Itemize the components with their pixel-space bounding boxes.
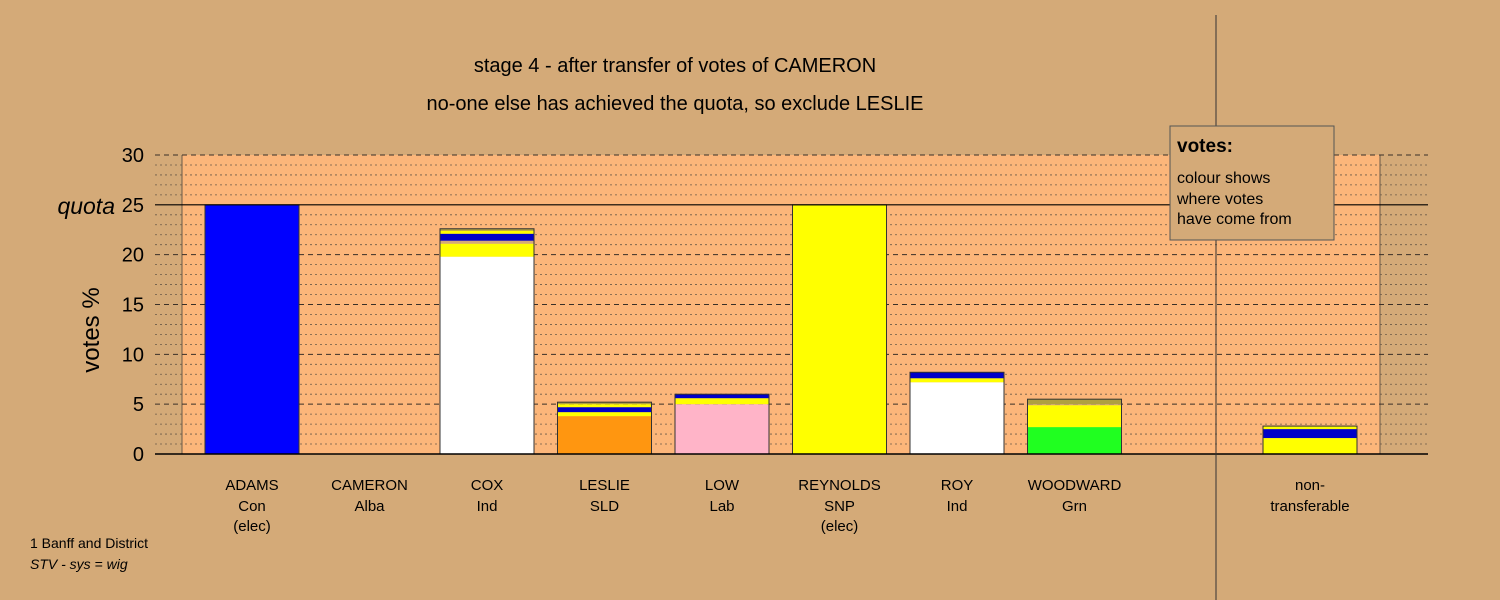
y-tick-label: 5 (133, 394, 144, 416)
bar-segment (557, 407, 652, 413)
footer-system: STV - sys = wig (30, 556, 128, 572)
candidate-party: Alba (354, 498, 385, 515)
bar-segment (910, 382, 1004, 454)
bar-segment (440, 243, 534, 257)
candidate-name: ADAMS (225, 477, 278, 494)
candidate-name: COX (471, 477, 504, 494)
legend-line-2: where votes (1176, 191, 1263, 208)
y-tick-label: 20 (122, 245, 144, 267)
bar-segment (1263, 438, 1357, 454)
candidate-party: Ind (947, 498, 968, 515)
candidate-name: WOODWARD (1028, 477, 1122, 494)
bar-segment (440, 256, 534, 454)
y-axis-label: votes % (78, 287, 105, 372)
nontransferable-label-1: non- (1295, 477, 1325, 494)
bar-leslie (557, 401, 652, 455)
candidate-party: Grn (1062, 498, 1087, 515)
candidate-party: Con (238, 498, 266, 515)
candidate-party: Ind (477, 498, 498, 515)
bar-segment (557, 412, 652, 417)
bar-reynolds (792, 204, 887, 455)
chart-subtitle: no-one else has achieved the quota, so e… (426, 93, 923, 115)
bar-segment (1027, 405, 1122, 428)
bar-low (674, 393, 770, 455)
quota-label: quota (57, 193, 115, 219)
y-tick-label: 15 (122, 295, 144, 317)
bar-segment (910, 372, 1004, 379)
legend-line-3: have come from (1177, 211, 1292, 228)
bar-segment (440, 233, 534, 241)
bar-segment (557, 402, 652, 405)
legend-line-1: colour shows (1177, 170, 1270, 187)
y-tick-label: 0 (133, 444, 144, 466)
candidate-party: Lab (709, 498, 734, 515)
y-tick-label: 10 (122, 344, 144, 366)
chart-title: stage 4 - after transfer of votes of CAM… (474, 55, 876, 77)
y-tick-label: 30 (122, 145, 144, 167)
bar-segment (675, 394, 769, 399)
bar-segment (1027, 427, 1122, 454)
bar-roy (909, 371, 1005, 455)
candidate-name: LOW (705, 477, 740, 494)
candidate-name: LESLIE (579, 477, 630, 494)
footer-ward: 1 Banff and District (30, 535, 149, 551)
bar-woodward (1027, 398, 1122, 455)
bar-adams (204, 204, 300, 455)
bar-segment (675, 398, 769, 405)
bar-segment (1263, 426, 1357, 430)
candidate-name: CAMERON (331, 477, 408, 494)
bar-segment (1027, 399, 1122, 405)
candidate-name: REYNOLDS (798, 477, 881, 494)
bar-segment (440, 240, 534, 244)
candidate-status: (elec) (233, 518, 271, 535)
bar-segment (1027, 404, 1122, 406)
candidate-party: SLD (590, 498, 619, 515)
candidate-status: (elec) (821, 518, 859, 535)
bar-segment (557, 416, 652, 454)
bar-segment (205, 204, 299, 454)
candidate-party: SNP (824, 498, 855, 515)
bar-segment (792, 204, 887, 454)
nontransferable-label-2: transferable (1270, 498, 1349, 515)
legend-title: votes: (1177, 136, 1233, 157)
legend-box (1169, 125, 1335, 241)
bar-segment (675, 404, 769, 454)
bar-segment (557, 404, 652, 408)
bar-segment (440, 228, 534, 231)
bar-segment (440, 230, 534, 234)
bar-cox (439, 228, 535, 455)
bar-segment (910, 378, 1004, 383)
bar-nontransferable (1262, 425, 1358, 455)
candidate-name: ROY (941, 477, 974, 494)
y-tick-label: 25 (122, 195, 144, 217)
bar-segment (1263, 429, 1357, 439)
